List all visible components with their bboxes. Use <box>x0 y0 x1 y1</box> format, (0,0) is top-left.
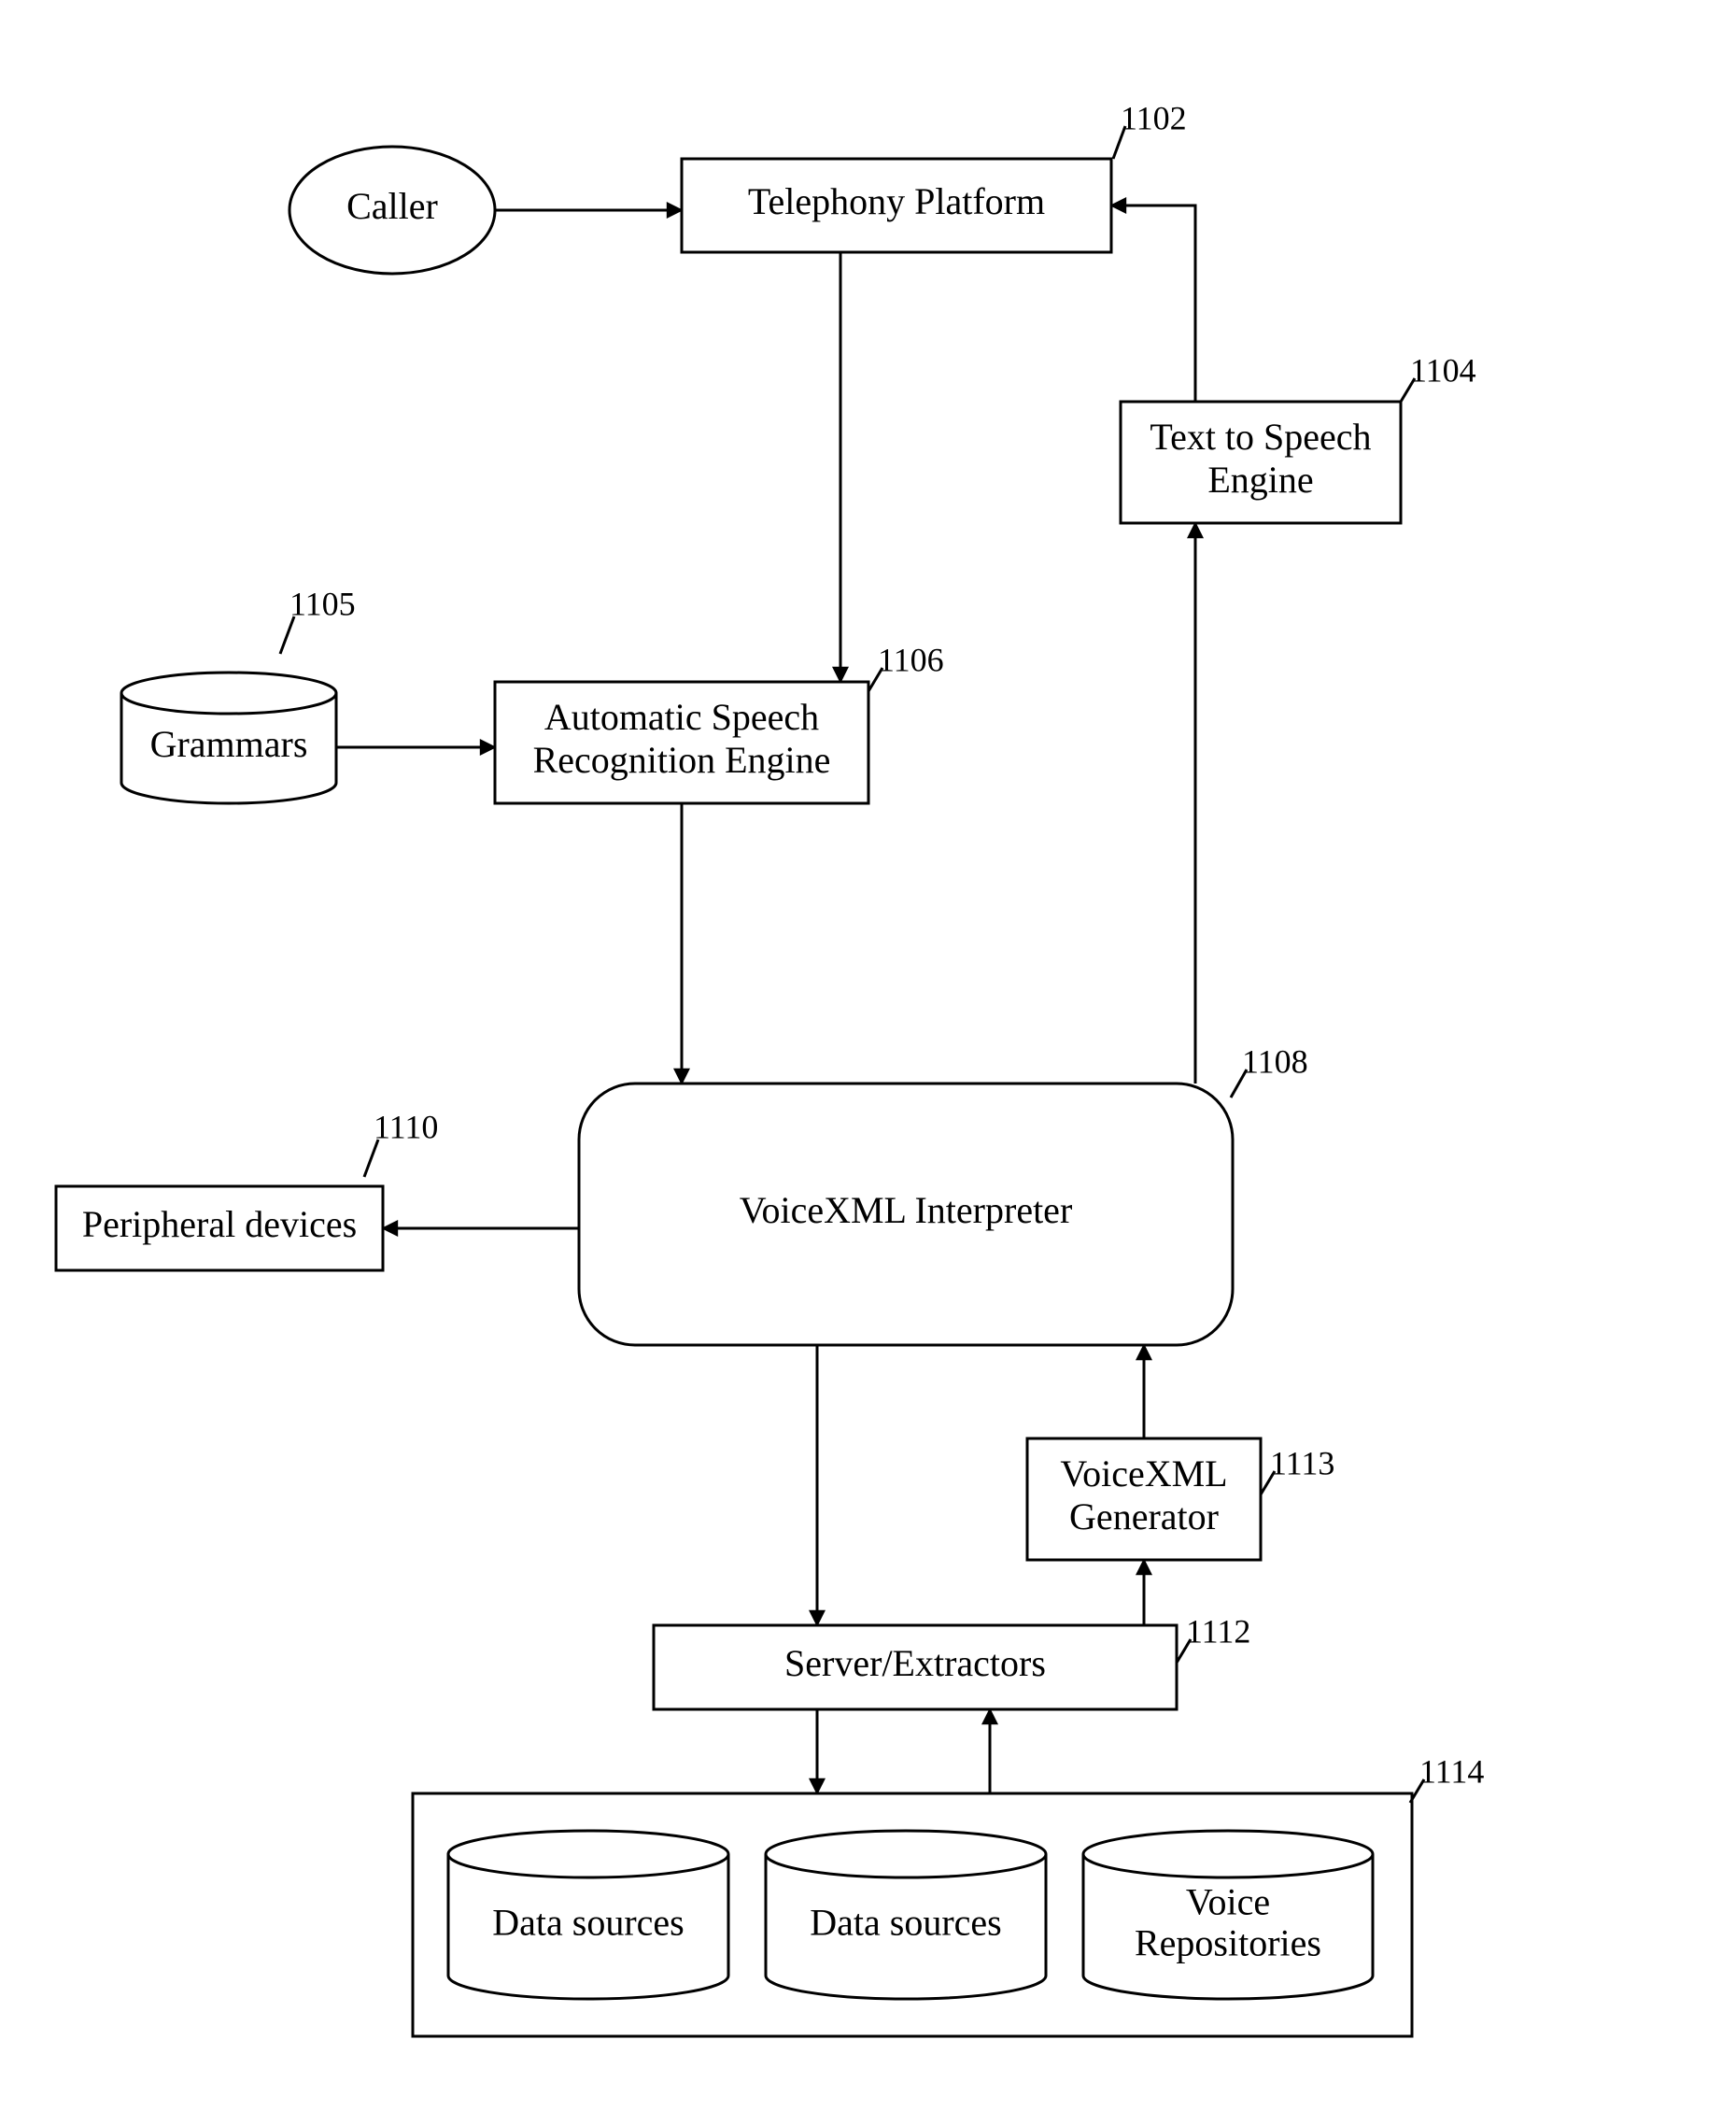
ref-tick-1114 <box>1410 1779 1424 1803</box>
node-asr: Automatic SpeechRecognition Engine 1106 <box>495 641 944 803</box>
node-server: Server/Extractors 1112 <box>654 1612 1250 1709</box>
node-interpreter: VoiceXML Interpreter 1108 <box>579 1042 1308 1345</box>
voicexml_gen-label-line-1: Generator <box>1069 1495 1219 1537</box>
ref-tick-1110 <box>364 1140 378 1177</box>
ref-1104: 1104 <box>1410 351 1476 389</box>
node-ds2: Data sources <box>766 1831 1046 1999</box>
voicexml_gen-label-line-0: VoiceXML <box>1060 1452 1227 1495</box>
ref-1112: 1112 <box>1186 1612 1250 1650</box>
node-voice_repo: VoiceRepositories <box>1083 1831 1373 1999</box>
ref-1108: 1108 <box>1242 1042 1308 1080</box>
nodes-layer: Caller Telephony Platform 1102 Text to Spee… <box>56 99 1484 2036</box>
asr-label-line-1: Recognition Engine <box>533 739 831 781</box>
grammars-label: Grammars <box>150 723 308 765</box>
interpreter-label: VoiceXML Interpreter <box>740 1189 1073 1231</box>
ref-1113: 1113 <box>1270 1444 1334 1481</box>
ref-1105: 1105 <box>289 585 356 622</box>
node-grammars: Grammars 1105 <box>121 585 356 803</box>
telephony-label: Telephony Platform <box>748 180 1045 222</box>
ref-tick-1112 <box>1177 1639 1191 1663</box>
node-voicexml_gen: VoiceXMLGenerator 1113 <box>1027 1438 1334 1560</box>
ref-tick-1105 <box>280 616 294 654</box>
node-tts: Text to SpeechEngine 1104 <box>1121 351 1476 523</box>
asr-label-line-0: Automatic Speech <box>544 696 819 738</box>
ds1-label: Data sources <box>492 1902 684 1944</box>
ref-1110: 1110 <box>374 1108 438 1145</box>
tts-label-line-1: Engine <box>1207 459 1313 501</box>
peripheral-label: Peripheral devices <box>82 1203 357 1245</box>
caller-label: Caller <box>346 185 438 227</box>
voice_repo-label-line-1: Repositories <box>1135 1922 1321 1964</box>
node-telephony: Telephony Platform 1102 <box>682 99 1187 252</box>
ref-tick-1113 <box>1261 1471 1275 1495</box>
ref-tick-1106 <box>868 668 882 691</box>
node-ds1: Data sources <box>448 1831 728 1999</box>
tts-to-telephony <box>1111 205 1195 402</box>
ref-tick-1104 <box>1401 378 1415 402</box>
voice_repo-label-line-0: Voice <box>1186 1881 1270 1923</box>
ref-tick-1108 <box>1231 1070 1247 1098</box>
ds2-label: Data sources <box>810 1902 1001 1944</box>
ref-1102: 1102 <box>1121 99 1187 136</box>
server-label: Server/Extractors <box>784 1642 1046 1684</box>
node-peripheral: Peripheral devices 1110 <box>56 1108 438 1270</box>
tts-label-line-0: Text to Speech <box>1150 416 1371 458</box>
ref-1114: 1114 <box>1419 1752 1484 1790</box>
ref-tick-1102 <box>1113 126 1125 159</box>
node-caller: Caller <box>289 147 495 274</box>
ref-1106: 1106 <box>878 641 944 678</box>
